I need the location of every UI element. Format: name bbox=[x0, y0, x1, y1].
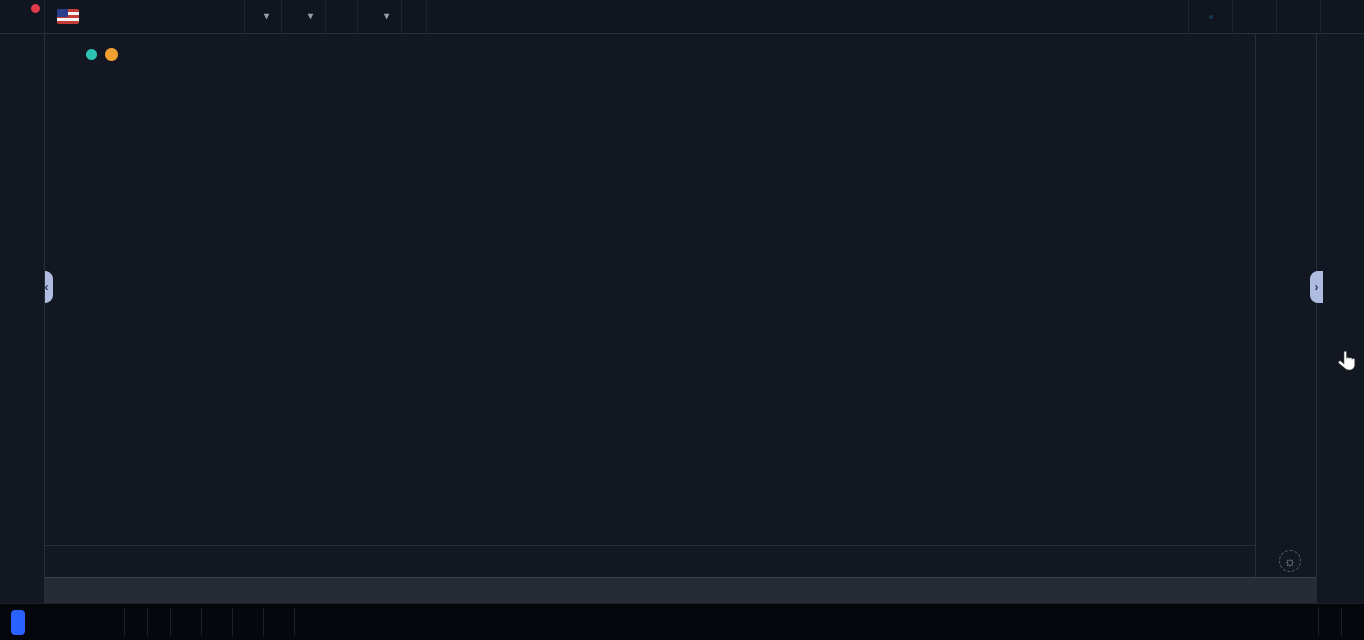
time-axis[interactable] bbox=[45, 545, 1255, 577]
theme-button[interactable] bbox=[148, 604, 170, 640]
chart-canvas[interactable] bbox=[45, 34, 1255, 545]
symbol-search-button[interactable] bbox=[45, 0, 245, 33]
ideas-button[interactable] bbox=[1342, 604, 1364, 640]
snapshot-button[interactable] bbox=[402, 0, 428, 33]
bar-chart-icon bbox=[1208, 14, 1213, 19]
right-sidebar bbox=[1316, 34, 1364, 603]
drawing-toolbar bbox=[0, 34, 45, 603]
chevron-down-icon: ▾ bbox=[384, 11, 390, 22]
layout-single-button[interactable] bbox=[0, 604, 36, 640]
price-axis[interactable] bbox=[1255, 34, 1316, 577]
study-menu[interactable]: ▾ bbox=[358, 0, 403, 33]
layouts-button[interactable] bbox=[1276, 0, 1320, 33]
chevron-down-icon: ▾ bbox=[264, 11, 270, 22]
market-status-dot-icon bbox=[86, 48, 97, 60]
top-toolbar: ▾ ▾ ▾ bbox=[0, 0, 1364, 34]
compare-button[interactable] bbox=[326, 0, 359, 33]
range-bar bbox=[45, 577, 1316, 603]
app-logo[interactable] bbox=[0, 0, 45, 33]
session-sun-icon[interactable]: ☼ bbox=[1279, 550, 1301, 572]
coin-icon bbox=[105, 47, 118, 61]
chart-legend bbox=[78, 45, 126, 63]
keyboard-shortcuts-button[interactable] bbox=[1319, 604, 1341, 640]
mouse-hand-cursor bbox=[1337, 350, 1357, 378]
right-collapse-tab[interactable]: › bbox=[1310, 271, 1323, 303]
more-options-button[interactable] bbox=[1320, 0, 1364, 33]
bottom-toolbar bbox=[0, 603, 1364, 640]
save-button[interactable] bbox=[171, 604, 201, 640]
layout-hsplit-button[interactable] bbox=[36, 604, 58, 640]
charts-menu[interactable]: ▾ bbox=[282, 0, 327, 33]
us-flag-icon bbox=[57, 9, 79, 24]
account-button[interactable] bbox=[202, 604, 232, 640]
layout-grid-button[interactable] bbox=[80, 604, 102, 640]
settings-button[interactable] bbox=[1232, 0, 1276, 33]
layout-vsplit-button[interactable] bbox=[58, 604, 80, 640]
trade-button[interactable] bbox=[233, 604, 263, 640]
topbar-right-group bbox=[1188, 0, 1364, 33]
interval-select[interactable]: ▾ bbox=[245, 0, 283, 33]
notification-dot-icon bbox=[31, 4, 40, 13]
one-click-button[interactable] bbox=[264, 604, 294, 640]
fullscreen-button[interactable] bbox=[125, 604, 147, 640]
chart-style-button[interactable] bbox=[1188, 0, 1232, 33]
chevron-down-icon: ▾ bbox=[308, 11, 314, 22]
more-layouts-button[interactable] bbox=[102, 604, 124, 640]
